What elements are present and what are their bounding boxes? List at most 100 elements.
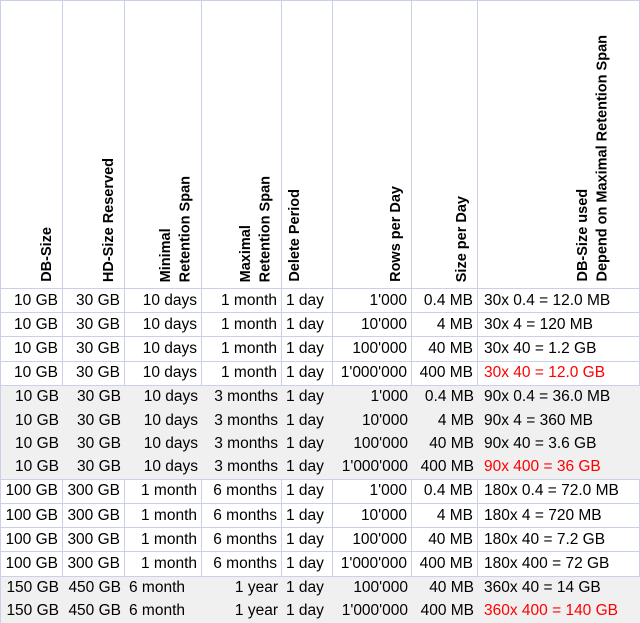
cell-db-size[interactable]: 100 GB	[1, 479, 63, 503]
cell-rows-per-day[interactable]: 1'000'000	[341, 458, 408, 476]
cell-delete-period[interactable]: 1 day	[282, 289, 333, 313]
column-header-delete-period[interactable]: Delete Period	[282, 1, 333, 288]
column-header-rows-per-day[interactable]: Rows per Day	[333, 1, 412, 288]
cell-db-size-used[interactable]: 90x 400 = 36 GB	[484, 458, 601, 476]
cell-hd-size-reserved[interactable]: 30 GB	[77, 411, 121, 429]
cell-hd-size-reserved[interactable]: 450 GB	[68, 579, 121, 597]
cell-maximal-retention-span[interactable]: 1 month	[202, 337, 282, 361]
cell-db-size[interactable]: 100 GB	[1, 503, 63, 528]
cell-delete-period[interactable]: 1 day	[282, 503, 333, 528]
cell-size-per-day[interactable]: 4 MB	[412, 503, 478, 528]
cell-rows-per-day[interactable]: 1'000'000	[333, 361, 412, 385]
column-header-size-per-day[interactable]: Size per Day	[412, 1, 478, 288]
cell-hd-size-reserved[interactable]: 30 GB	[63, 313, 125, 337]
cell-delete-period[interactable]: 1 day	[286, 579, 324, 597]
cell-db-size-used[interactable]: 30x 4 = 120 MB	[478, 313, 640, 337]
cell-minimal-retention-span[interactable]: 1 month	[125, 552, 202, 576]
cell-minimal-retention-span[interactable]: 6 month	[129, 579, 186, 597]
cell-hd-size-reserved[interactable]: 30 GB	[63, 289, 125, 313]
cell-hd-size-reserved[interactable]: 300 GB	[63, 479, 125, 503]
cell-maximal-retention-span[interactable]: 6 months	[202, 503, 282, 528]
cell-rows-per-day[interactable]: 10'000	[361, 411, 408, 429]
cell-maximal-retention-span[interactable]: 3 months	[214, 434, 278, 452]
cell-size-per-day[interactable]: 0.4 MB	[412, 479, 478, 503]
cell-delete-period[interactable]: 1 day	[286, 411, 324, 429]
cell-hd-size-reserved[interactable]: 30 GB	[77, 434, 121, 452]
cell-maximal-retention-span[interactable]: 6 months	[202, 479, 282, 503]
cell-size-per-day[interactable]: 0.4 MB	[412, 289, 478, 313]
cell-db-size[interactable]: 10 GB	[1, 361, 63, 385]
cell-db-size-used[interactable]: 180x 40 = 7.2 GB	[478, 528, 640, 552]
cell-rows-per-day[interactable]: 1'000	[333, 479, 412, 503]
cell-db-size-used[interactable]: 90x 40 = 3.6 GB	[484, 434, 597, 452]
cell-delete-period[interactable]: 1 day	[282, 313, 333, 337]
cell-size-per-day[interactable]: 40 MB	[412, 528, 478, 552]
column-header-minimal-retention-span[interactable]: Minimal Retention Span	[125, 1, 202, 288]
cell-db-size-used[interactable]: 180x 0.4 = 72.0 MB	[478, 479, 640, 503]
cell-size-per-day[interactable]: 0.4 MB	[424, 388, 474, 406]
cell-maximal-retention-span[interactable]: 3 months	[214, 458, 278, 476]
cell-db-size-used[interactable]: 90x 4 = 360 MB	[484, 411, 593, 429]
cell-delete-period[interactable]: 1 day	[286, 434, 324, 452]
cell-db-size-used[interactable]: 90x 0.4 = 36.0 MB	[484, 388, 611, 406]
cell-minimal-retention-span[interactable]: 10 days	[125, 337, 202, 361]
cell-db-size-used[interactable]: 30x 40 = 12.0 GB	[478, 361, 640, 385]
cell-minimal-retention-span[interactable]: 1 month	[125, 503, 202, 528]
cell-rows-per-day[interactable]: 1'000	[333, 289, 412, 313]
cell-maximal-retention-span[interactable]: 1 month	[202, 313, 282, 337]
cell-hd-size-reserved[interactable]: 30 GB	[63, 337, 125, 361]
cell-rows-per-day[interactable]: 100'000	[353, 579, 408, 597]
cell-delete-period[interactable]: 1 day	[282, 361, 333, 385]
cell-minimal-retention-span[interactable]: 10 days	[125, 361, 202, 385]
cell-db-size-used[interactable]: 30x 0.4 = 12.0 MB	[478, 289, 640, 313]
cell-size-per-day[interactable]: 400 MB	[412, 552, 478, 576]
cell-rows-per-day[interactable]: 10'000	[333, 313, 412, 337]
cell-delete-period[interactable]: 1 day	[286, 602, 324, 620]
cell-minimal-retention-span[interactable]: 10 days	[143, 411, 198, 429]
cell-delete-period[interactable]: 1 day	[282, 337, 333, 361]
cell-maximal-retention-span[interactable]: 3 months	[214, 411, 278, 429]
cell-minimal-retention-span[interactable]: 10 days	[143, 388, 198, 406]
cell-db-size[interactable]: 10 GB	[15, 411, 59, 429]
cell-rows-per-day[interactable]: 1'000'000	[333, 552, 412, 576]
cell-hd-size-reserved[interactable]: 300 GB	[63, 552, 125, 576]
cell-delete-period[interactable]: 1 day	[286, 458, 324, 476]
cell-delete-period[interactable]: 1 day	[286, 388, 324, 406]
cell-db-size[interactable]: 10 GB	[15, 434, 59, 452]
cell-size-per-day[interactable]: 4 MB	[437, 411, 474, 429]
cell-db-size[interactable]: 150 GB	[6, 579, 59, 597]
cell-size-per-day[interactable]: 400 MB	[420, 458, 474, 476]
cell-size-per-day[interactable]: 40 MB	[429, 579, 474, 597]
cell-hd-size-reserved[interactable]: 450 GB	[68, 602, 121, 620]
cell-db-size-used[interactable]: 30x 40 = 1.2 GB	[478, 337, 640, 361]
cell-rows-per-day[interactable]: 100'000	[333, 337, 412, 361]
cell-db-size-used[interactable]: 360x 400 = 140 GB	[484, 602, 619, 620]
cell-db-size[interactable]: 150 GB	[6, 602, 59, 620]
cell-maximal-retention-span[interactable]: 1 year	[234, 602, 278, 620]
cell-size-per-day[interactable]: 400 MB	[412, 361, 478, 385]
cell-db-size[interactable]: 100 GB	[1, 552, 63, 576]
cell-hd-size-reserved[interactable]: 30 GB	[77, 458, 121, 476]
cell-hd-size-reserved[interactable]: 30 GB	[77, 388, 121, 406]
cell-maximal-retention-span[interactable]: 6 months	[202, 528, 282, 552]
cell-db-size-used[interactable]: 360x 40 = 14 GB	[484, 579, 601, 597]
cell-size-per-day[interactable]: 40 MB	[412, 337, 478, 361]
cell-rows-per-day[interactable]: 100'000	[353, 434, 408, 452]
cell-delete-period[interactable]: 1 day	[282, 528, 333, 552]
cell-hd-size-reserved[interactable]: 300 GB	[63, 503, 125, 528]
column-header-db-size-used[interactable]: DB-Size used Depend on Maximal Retention…	[478, 1, 640, 288]
cell-minimal-retention-span[interactable]: 10 days	[143, 434, 198, 452]
cell-minimal-retention-span[interactable]: 1 month	[125, 528, 202, 552]
cell-delete-period[interactable]: 1 day	[282, 552, 333, 576]
cell-minimal-retention-span[interactable]: 10 days	[143, 458, 198, 476]
cell-minimal-retention-span[interactable]: 6 month	[129, 602, 186, 620]
column-header-db-size[interactable]: DB-Size	[1, 1, 63, 288]
cell-hd-size-reserved[interactable]: 30 GB	[63, 361, 125, 385]
cell-maximal-retention-span[interactable]: 1 month	[202, 361, 282, 385]
cell-size-per-day[interactable]: 4 MB	[412, 313, 478, 337]
cell-maximal-retention-span[interactable]: 1 month	[202, 289, 282, 313]
cell-minimal-retention-span[interactable]: 10 days	[125, 289, 202, 313]
cell-db-size[interactable]: 10 GB	[15, 388, 59, 406]
cell-delete-period[interactable]: 1 day	[282, 479, 333, 503]
cell-hd-size-reserved[interactable]: 300 GB	[63, 528, 125, 552]
